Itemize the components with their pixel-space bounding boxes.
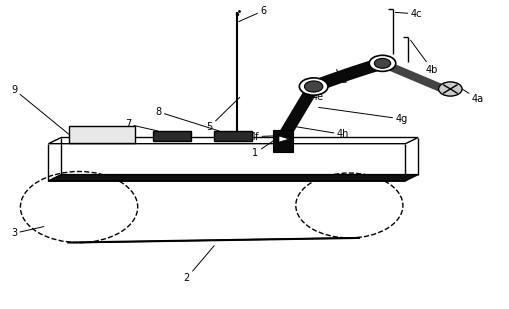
Text: 4g: 4g — [318, 107, 407, 124]
Text: 4h: 4h — [295, 127, 348, 139]
Text: 4d: 4d — [334, 70, 347, 85]
Circle shape — [369, 55, 395, 71]
FancyBboxPatch shape — [69, 126, 135, 143]
Text: 3: 3 — [11, 226, 44, 238]
Circle shape — [374, 58, 390, 68]
Text: 4e: 4e — [303, 90, 323, 102]
Text: 7: 7 — [125, 119, 158, 131]
Text: 4a: 4a — [461, 89, 483, 104]
Text: 8: 8 — [155, 107, 219, 131]
Circle shape — [304, 81, 322, 92]
Text: 2: 2 — [183, 246, 214, 283]
Text: 1: 1 — [252, 136, 280, 158]
Text: 9: 9 — [11, 85, 69, 134]
FancyBboxPatch shape — [272, 130, 293, 151]
Polygon shape — [278, 136, 289, 142]
Text: 6: 6 — [238, 6, 266, 22]
Circle shape — [299, 78, 327, 95]
Circle shape — [438, 82, 461, 96]
FancyBboxPatch shape — [153, 131, 191, 141]
Text: 4c: 4c — [394, 9, 421, 19]
Text: 4b: 4b — [410, 40, 437, 74]
Text: 5: 5 — [206, 97, 239, 132]
FancyBboxPatch shape — [214, 131, 252, 141]
Text: 4f: 4f — [249, 132, 272, 142]
Polygon shape — [48, 175, 417, 181]
